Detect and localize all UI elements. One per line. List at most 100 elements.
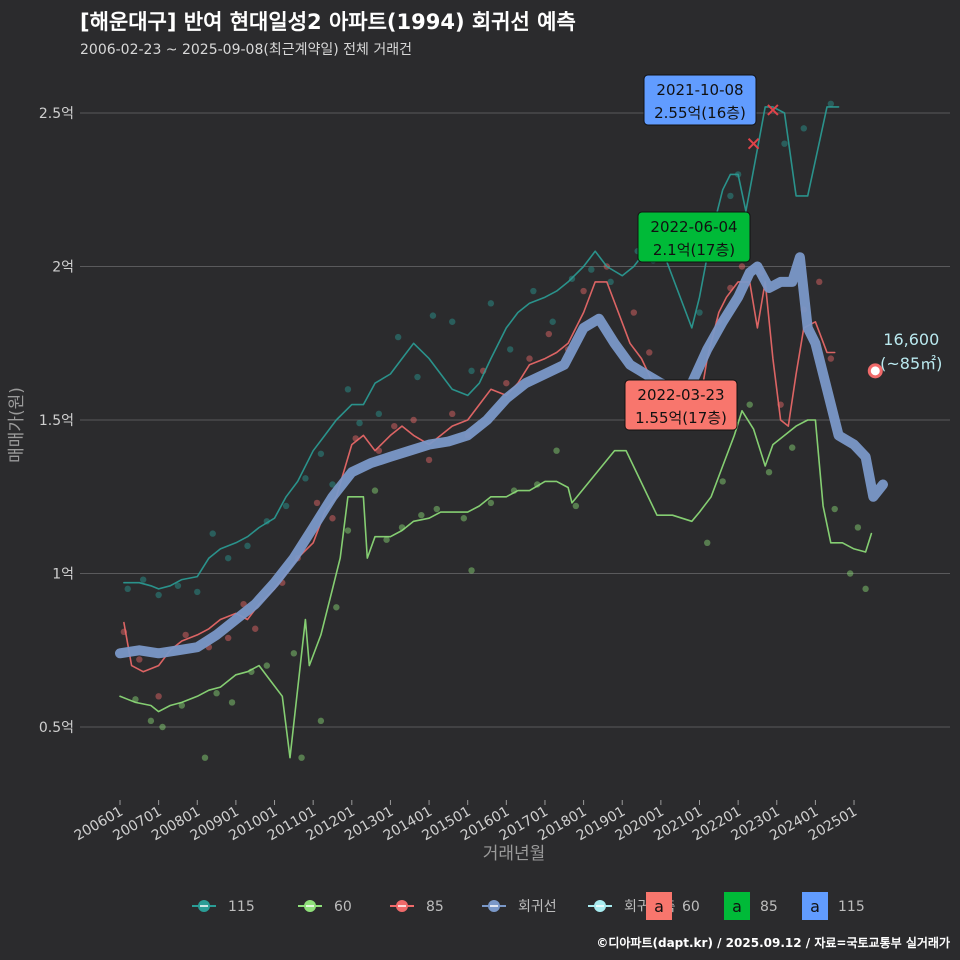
scatter-point-115 bbox=[194, 588, 201, 596]
legend-label-box bbox=[724, 892, 750, 920]
scatter-point-60 bbox=[831, 505, 838, 513]
series-line-60 bbox=[119, 410, 873, 759]
scatter-point-60 bbox=[854, 524, 862, 531]
scatter-point-85 bbox=[816, 278, 823, 286]
legend-label: 115 bbox=[228, 899, 255, 915]
scatter-point-115 bbox=[155, 591, 162, 599]
scatter-point-115 bbox=[344, 386, 352, 393]
scatter-point-115 bbox=[394, 333, 402, 341]
scatter-point-85 bbox=[425, 456, 433, 464]
scatter-point-60 bbox=[201, 754, 209, 761]
scatter-point-60 bbox=[344, 527, 352, 534]
legend-label: 60 bbox=[334, 899, 352, 915]
scatter-point-115 bbox=[727, 192, 734, 200]
scatter-point-115 bbox=[781, 140, 788, 147]
scatter-point-115 bbox=[468, 367, 475, 375]
annotations: 2021-10-08 2.55억(16층) 2022-06-04 2.1억(17층) 2… bbox=[624, 74, 757, 431]
legend-label-letter: a bbox=[654, 897, 664, 916]
scatter-point-85 bbox=[136, 656, 143, 663]
scatter-point-115 bbox=[588, 266, 595, 273]
scatter-point-115 bbox=[224, 554, 232, 562]
legend-label-text: 60 bbox=[682, 899, 700, 915]
chart-title: [해운대구] 반여 현대일성2 아파트(1994) 회귀선 예측 bbox=[80, 10, 576, 34]
series-lines bbox=[115, 106, 888, 759]
scatter-point-60 bbox=[846, 570, 854, 577]
chart-subtitle: 2006-02-23 ~ 2025-09-08(최근계약일) 전체 거래건 bbox=[80, 42, 412, 58]
scatter-point-60 bbox=[159, 723, 166, 731]
scatter-point-85 bbox=[182, 631, 189, 639]
scatter-point-85 bbox=[391, 422, 398, 430]
scatter-point-60 bbox=[317, 717, 325, 725]
y-tick-label: 1.5억 bbox=[39, 413, 74, 429]
scatter-point-85 bbox=[545, 330, 553, 338]
forecast-marker: 16,600 (~85㎡) bbox=[867, 330, 942, 379]
scatter-point-115 bbox=[696, 309, 703, 316]
scatter-point-60 bbox=[765, 468, 773, 476]
y-axis-title: 매매가(원) bbox=[7, 387, 27, 463]
scatter-point-115 bbox=[549, 318, 556, 325]
annotation-value: 1.55억(17층) bbox=[635, 409, 727, 427]
x-axis-title: 거래년월 bbox=[483, 844, 546, 864]
scatter-point-115 bbox=[800, 125, 808, 132]
series-line-회귀선 bbox=[115, 252, 888, 659]
scatter-point-60 bbox=[460, 515, 468, 522]
annotation-value: 2.1억(17층) bbox=[653, 241, 735, 259]
y-tick-label: 0.5억 bbox=[39, 720, 74, 736]
scatter-point-115 bbox=[607, 278, 614, 286]
legend-label-box bbox=[802, 892, 828, 920]
scatter-point-60 bbox=[433, 505, 440, 513]
scatter-point-60 bbox=[147, 717, 155, 725]
last-value-label: 16,600 bbox=[883, 330, 939, 349]
scatter-point-60 bbox=[719, 478, 726, 485]
scatter-point-115 bbox=[414, 373, 421, 381]
legend: 1156085회귀선회귀예측a60a85a115 bbox=[192, 892, 865, 920]
annotation-box bbox=[624, 379, 738, 431]
scatter-point-115 bbox=[827, 100, 835, 107]
scatter-point-115 bbox=[487, 300, 495, 307]
scatter-point-60 bbox=[228, 699, 236, 706]
scatter-point-85 bbox=[155, 693, 162, 700]
scatter-point-115 bbox=[329, 481, 336, 488]
scatter-point-85 bbox=[329, 515, 336, 522]
scatter-point-115 bbox=[302, 475, 309, 482]
scatter-point-115 bbox=[317, 450, 325, 457]
max-markers bbox=[747, 104, 779, 150]
legend-label: 85 bbox=[426, 899, 444, 915]
scatter-point-115 bbox=[375, 410, 383, 418]
scatter-point-85 bbox=[503, 379, 510, 387]
scatter-point-60 bbox=[263, 662, 271, 669]
series-line-115 bbox=[123, 106, 840, 590]
scatter-point-85 bbox=[646, 349, 653, 356]
last-area-label: (~85㎡) bbox=[880, 354, 942, 373]
forecast-point bbox=[867, 363, 883, 379]
scatter-point-115 bbox=[124, 585, 131, 593]
scatter-point-60 bbox=[862, 585, 869, 593]
annotation-value: 2.55억(16층) bbox=[654, 104, 746, 122]
legend-label-text: 85 bbox=[760, 899, 778, 915]
scatter-point-60 bbox=[553, 447, 560, 454]
scatter-point-115 bbox=[209, 530, 216, 537]
scatter-point-85 bbox=[410, 416, 417, 424]
scatter-point-60 bbox=[298, 754, 305, 761]
scatter-point-115 bbox=[174, 582, 182, 589]
scatter-point-60 bbox=[178, 702, 186, 709]
scatter-point-85 bbox=[449, 410, 456, 418]
scatter-point-115 bbox=[530, 287, 537, 295]
scatter-point-115 bbox=[244, 542, 251, 550]
scatter-points bbox=[120, 94, 869, 761]
annotation-box bbox=[637, 211, 751, 263]
scatter-point-60 bbox=[383, 536, 390, 543]
scatter-point-115 bbox=[506, 346, 514, 353]
scatter-point-60 bbox=[746, 401, 753, 408]
scatter-point-115 bbox=[429, 312, 437, 319]
annotation-date: 2021-10-08 bbox=[656, 81, 743, 99]
scatter-point-85 bbox=[580, 287, 587, 295]
annotation-box bbox=[643, 74, 757, 126]
scatter-point-85 bbox=[630, 309, 638, 316]
scatter-point-60 bbox=[371, 487, 379, 494]
legend-label: 회귀선 bbox=[518, 899, 557, 915]
series-line-85 bbox=[123, 281, 836, 673]
scatter-point-85 bbox=[827, 355, 835, 362]
scatter-point-85 bbox=[526, 355, 533, 362]
legend-label-box bbox=[646, 892, 672, 920]
